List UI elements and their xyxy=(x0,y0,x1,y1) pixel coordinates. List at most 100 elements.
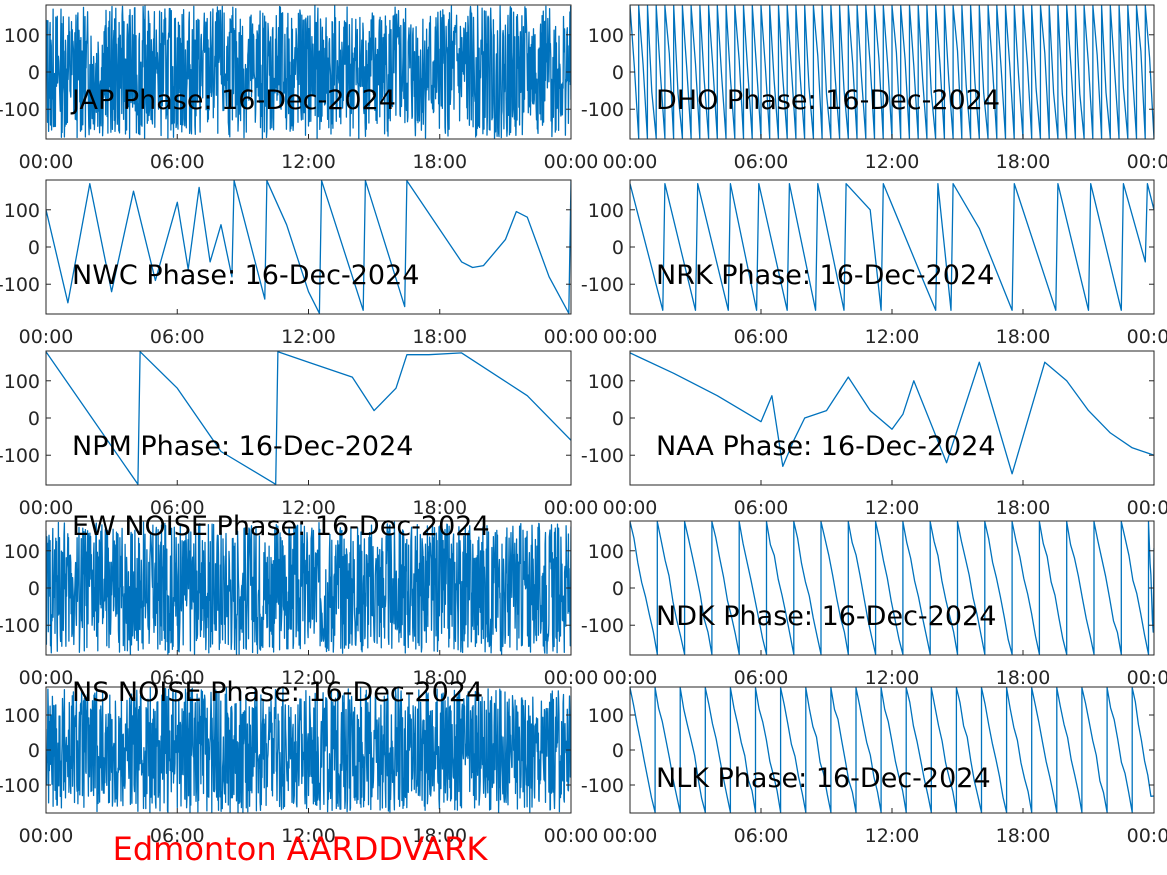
station-label: Edmonton AARDDVARK xyxy=(113,830,489,868)
y-tick-label: 0 xyxy=(612,578,624,600)
y-tick-label: 100 xyxy=(588,371,624,393)
y-tick-label: 0 xyxy=(28,740,40,762)
x-tick-label: 06:00 xyxy=(150,667,205,689)
phase-series-line xyxy=(46,351,571,485)
phase-panel: 100 0 -100 00:00 06:00 12:00 18:00 00:00 NPM Pha… xyxy=(0,350,598,519)
x-tick-label: 06:00 xyxy=(734,825,789,847)
phase-series-line xyxy=(630,5,1154,139)
axes-background xyxy=(630,687,1154,813)
x-tick-label: 12:00 xyxy=(281,497,336,519)
phase-panel: 100 0 -100 00:00 06:00 12:00 18:00 00:00 NS NOIS… xyxy=(0,677,598,847)
y-tick-label: 0 xyxy=(28,237,40,259)
x-tick-label: 18:00 xyxy=(412,667,467,689)
x-tick-label: 00:00 xyxy=(544,326,599,348)
x-tick-label: 00:00 xyxy=(603,497,658,519)
phase-panel: 100 0 -100 00:00 06:00 12:00 18:00 00:00 NAA Pha… xyxy=(581,350,1167,519)
x-tick-label: 12:00 xyxy=(281,326,336,348)
x-tick-label: 12:00 xyxy=(281,825,336,847)
x-tick-label: 12:00 xyxy=(865,497,920,519)
x-tick-label: 06:00 xyxy=(150,151,205,173)
x-tick-label: 06:00 xyxy=(734,326,789,348)
y-tick-label: -100 xyxy=(0,99,40,121)
y-tick-label: 0 xyxy=(28,578,40,600)
x-tick-label: 00:00 xyxy=(19,326,74,348)
x-tick-label: 00:00 xyxy=(19,151,74,173)
x-tick-label: 00:00 xyxy=(603,667,658,689)
panel-title: NLK Phase: 16-Dec-2024 xyxy=(656,763,991,794)
panel-title: NPM Phase: 16-Dec-2024 xyxy=(72,431,413,462)
y-tick-label: -100 xyxy=(0,615,40,637)
y-tick-label: 100 xyxy=(4,200,40,222)
phase-series-line xyxy=(630,352,1154,475)
x-tick-label: 18:00 xyxy=(412,151,467,173)
x-tick-label: 00:00 xyxy=(1127,326,1167,348)
y-tick-label: 0 xyxy=(612,237,624,259)
x-tick-label: 18:00 xyxy=(996,497,1051,519)
x-tick-label: 18:00 xyxy=(996,326,1051,348)
panel-title: EW NOISE Phase: 16-Dec-2024 xyxy=(72,511,490,542)
phase-series-line xyxy=(46,687,571,813)
x-tick-label: 06:00 xyxy=(150,497,205,519)
x-tick-label: 00:00 xyxy=(603,151,658,173)
y-tick-label: -100 xyxy=(0,445,40,467)
x-tick-label: 00:00 xyxy=(19,497,74,519)
x-tick-label: 18:00 xyxy=(996,825,1051,847)
y-tick-label: 100 xyxy=(588,25,624,47)
y-tick-label: 0 xyxy=(612,740,624,762)
phase-panel: 100 0 -100 00:00 06:00 12:00 18:00 00:00 DHO Pha… xyxy=(581,4,1167,173)
axes-background xyxy=(46,180,571,314)
phase-series-line xyxy=(46,5,571,139)
x-tick-label: 18:00 xyxy=(996,151,1051,173)
y-tick-label: 100 xyxy=(4,541,40,563)
x-tick-label: 18:00 xyxy=(412,326,467,348)
y-tick-label: 0 xyxy=(28,62,40,84)
phase-panel: 100 0 -100 00:00 06:00 12:00 18:00 00:00 NLK Pha… xyxy=(581,686,1167,847)
x-tick-label: 12:00 xyxy=(865,326,920,348)
phase-series-line xyxy=(46,180,571,314)
y-tick-label: 0 xyxy=(612,62,624,84)
panel-grid: 100 0 -100 00:00 06:00 12:00 18:00 00:00 JAP Pha… xyxy=(0,4,1167,847)
phase-panel: 100 0 -100 00:00 06:00 12:00 18:00 00:00 EW NOIS… xyxy=(0,511,598,689)
x-tick-label: 12:00 xyxy=(865,667,920,689)
phase-series-line xyxy=(630,687,1154,813)
y-tick-label: -100 xyxy=(581,445,624,467)
x-tick-label: 18:00 xyxy=(996,667,1051,689)
y-tick-label: 100 xyxy=(4,371,40,393)
x-tick-label: 00:00 xyxy=(19,825,74,847)
y-tick-label: 0 xyxy=(28,408,40,430)
x-tick-label: 18:00 xyxy=(412,497,467,519)
x-tick-label: 00:00 xyxy=(603,825,658,847)
axes-background xyxy=(46,351,571,485)
phase-panel: 100 0 -100 00:00 06:00 12:00 18:00 00:00 NDK Pha… xyxy=(581,520,1167,689)
x-tick-label: 00:00 xyxy=(1127,667,1167,689)
x-tick-label: 12:00 xyxy=(865,825,920,847)
panel-title: DHO Phase: 16-Dec-2024 xyxy=(656,85,1000,116)
x-tick-label: 00:00 xyxy=(544,151,599,173)
x-tick-label: 00:00 xyxy=(19,667,74,689)
panel-title: NDK Phase: 16-Dec-2024 xyxy=(656,601,996,632)
y-tick-label: -100 xyxy=(581,99,624,121)
phase-series-line xyxy=(630,521,1154,655)
y-tick-label: -100 xyxy=(581,615,624,637)
x-tick-label: 00:00 xyxy=(1127,151,1167,173)
axes-background xyxy=(630,351,1154,485)
panel-title: NWC Phase: 16-Dec-2024 xyxy=(72,260,419,291)
x-tick-label: 12:00 xyxy=(281,151,336,173)
x-tick-label: 00:00 xyxy=(544,825,599,847)
phase-series-line xyxy=(630,183,1154,311)
phase-panel: 100 0 -100 00:00 06:00 12:00 18:00 00:00 NRK Pha… xyxy=(581,179,1167,348)
panel-title: NRK Phase: 16-Dec-2024 xyxy=(656,260,994,291)
y-tick-label: -100 xyxy=(581,274,624,296)
y-tick-label: 100 xyxy=(4,25,40,47)
x-tick-label: 00:00 xyxy=(1127,497,1167,519)
x-tick-label: 00:00 xyxy=(603,326,658,348)
phase-series-line xyxy=(46,521,571,655)
x-tick-label: 18:00 xyxy=(412,825,467,847)
y-tick-label: 0 xyxy=(612,408,624,430)
y-tick-label: -100 xyxy=(0,775,40,797)
y-tick-label: -100 xyxy=(0,274,40,296)
x-tick-label: 12:00 xyxy=(281,667,336,689)
axes-background xyxy=(630,180,1154,314)
y-tick-label: -100 xyxy=(581,775,624,797)
y-tick-label: 100 xyxy=(588,541,624,563)
